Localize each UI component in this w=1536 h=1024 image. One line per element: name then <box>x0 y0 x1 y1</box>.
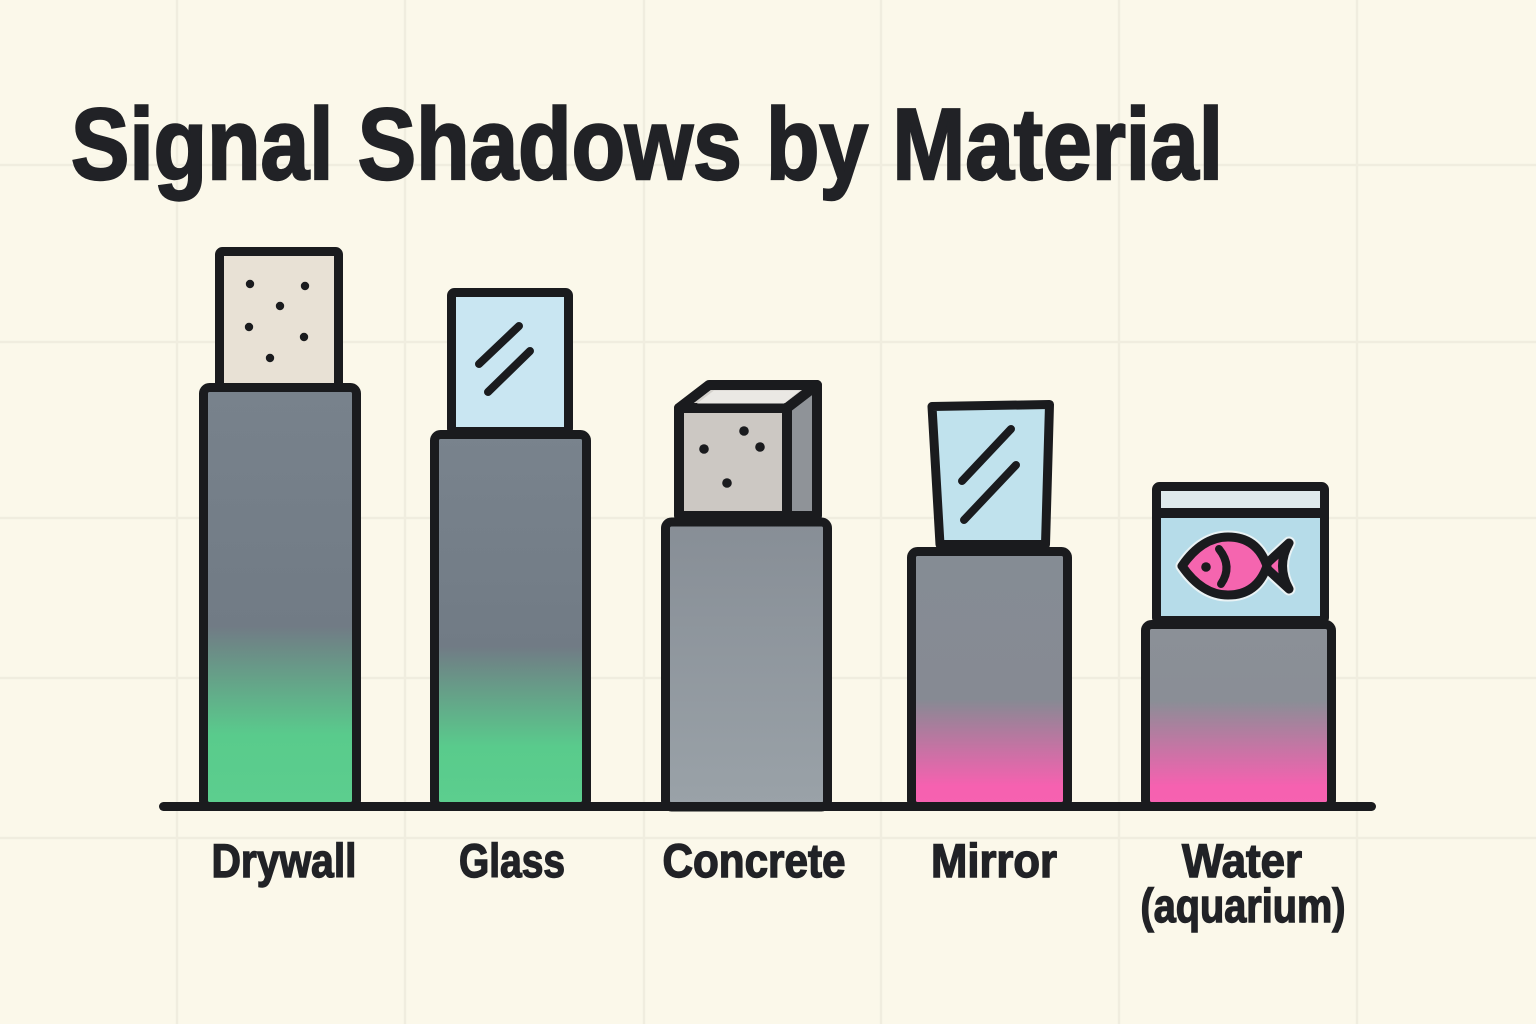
svg-text:Glass: Glass <box>459 834 565 887</box>
svg-text:Mirror: Mirror <box>931 834 1057 887</box>
svg-text:(aquarium): (aquarium) <box>1141 879 1346 932</box>
svg-text:Signal Shadows by Material: Signal Shadows by Material <box>71 89 1223 201</box>
svg-text:Concrete: Concrete <box>663 834 846 887</box>
svg-text:Water: Water <box>1182 834 1302 887</box>
svg-text:Drywall: Drywall <box>212 834 357 887</box>
